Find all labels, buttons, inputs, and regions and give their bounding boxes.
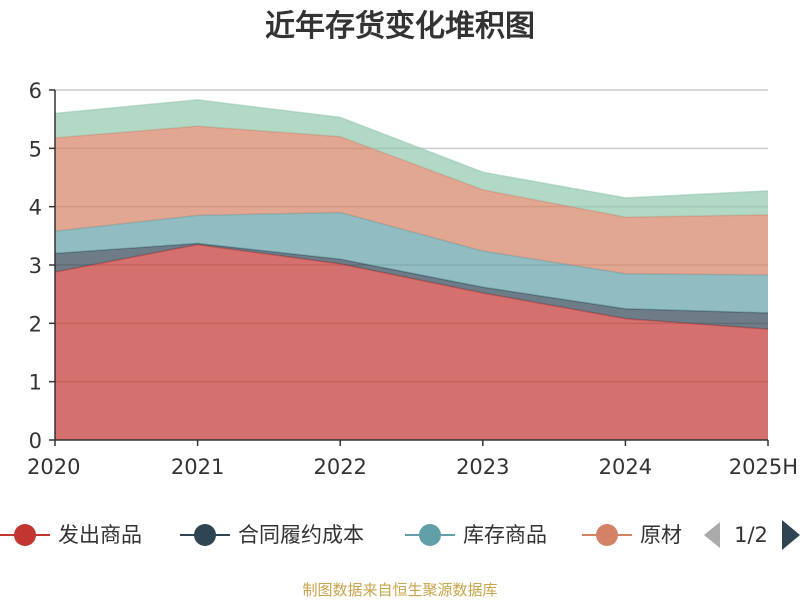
legend-marker (194, 524, 216, 546)
legend[interactable]: 发出商品 合同履约成本 库存商品 原材 (0, 523, 682, 547)
legend-marker (419, 524, 441, 546)
x-tick-label: 2024 (599, 455, 652, 479)
y-tick-label: 1 (29, 371, 42, 395)
legend-marker (596, 524, 618, 546)
axes: 0 1 2 3 4 5 6 2020 2021 2022 2023 2024 2025H (27, 79, 798, 479)
y-tick-label: 4 (29, 196, 42, 220)
y-tick-label: 0 (29, 429, 42, 453)
legend-next-icon[interactable] (782, 520, 800, 550)
legend-pager[interactable]: 1/2 (704, 520, 800, 550)
legend-item-4[interactable]: 原材 (582, 523, 682, 547)
x-tick-label: 2021 (171, 455, 224, 479)
legend-marker (14, 524, 36, 546)
legend-item-1[interactable]: 发出商品 (0, 523, 142, 547)
y-tick-label: 6 (29, 79, 42, 103)
legend-item-2[interactable]: 合同履约成本 (180, 523, 364, 547)
x-tick-label: 2025H (729, 455, 798, 479)
area-series-4 (55, 126, 768, 275)
area-line-5 (54, 99, 769, 199)
y-tick-label: 3 (29, 254, 42, 278)
legend-prev-icon[interactable] (704, 522, 720, 548)
area-series-1 (55, 244, 768, 440)
y-tick-label: 2 (29, 312, 42, 336)
legend-label: 库存商品 (463, 523, 547, 547)
chart-title: 近年存货变化堆积图 (265, 9, 535, 44)
x-tick-label: 2022 (313, 455, 366, 479)
legend-label: 发出商品 (58, 523, 142, 547)
area-series-2 (55, 243, 768, 330)
legend-item-3[interactable]: 库存商品 (405, 523, 547, 547)
legend-label: 原材 (640, 523, 682, 547)
area-series (54, 99, 769, 440)
x-tick-label: 2023 (456, 455, 509, 479)
legend-page-indicator: 1/2 (734, 523, 768, 547)
area-series-3 (55, 212, 768, 313)
source-note: 制图数据来自恒生聚源数据库 (302, 581, 497, 599)
area-line-4 (54, 125, 769, 218)
area-series-5 (55, 99, 768, 218)
x-tick-label: 2020 (27, 455, 80, 479)
y-tick-label: 5 (29, 137, 42, 161)
legend-label: 合同履约成本 (238, 523, 364, 547)
